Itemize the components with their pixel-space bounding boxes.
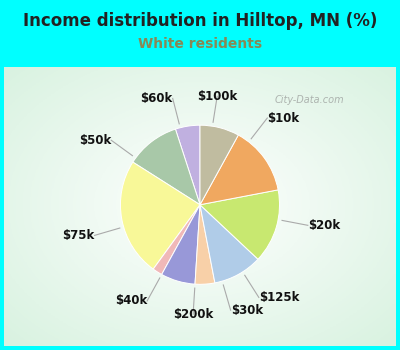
Wedge shape: [195, 205, 215, 284]
Wedge shape: [200, 190, 280, 259]
Text: $30k: $30k: [231, 304, 263, 317]
Text: $50k: $50k: [79, 134, 111, 147]
Text: White residents: White residents: [138, 37, 262, 51]
Text: $100k: $100k: [197, 90, 237, 103]
Text: $10k: $10k: [267, 112, 300, 125]
Text: Income distribution in Hilltop, MN (%): Income distribution in Hilltop, MN (%): [23, 12, 377, 30]
Wedge shape: [133, 129, 200, 205]
Text: $200k: $200k: [173, 308, 213, 321]
Wedge shape: [200, 135, 278, 205]
Text: $20k: $20k: [308, 219, 340, 232]
Wedge shape: [200, 205, 258, 283]
Text: $40k: $40k: [115, 294, 147, 307]
Text: $125k: $125k: [259, 291, 299, 304]
Wedge shape: [200, 125, 238, 205]
Wedge shape: [153, 205, 200, 274]
Wedge shape: [162, 205, 200, 284]
Wedge shape: [176, 125, 200, 205]
Text: $60k: $60k: [140, 92, 173, 105]
Text: $75k: $75k: [62, 229, 94, 242]
Wedge shape: [120, 162, 200, 269]
Text: City-Data.com: City-Data.com: [275, 95, 344, 105]
